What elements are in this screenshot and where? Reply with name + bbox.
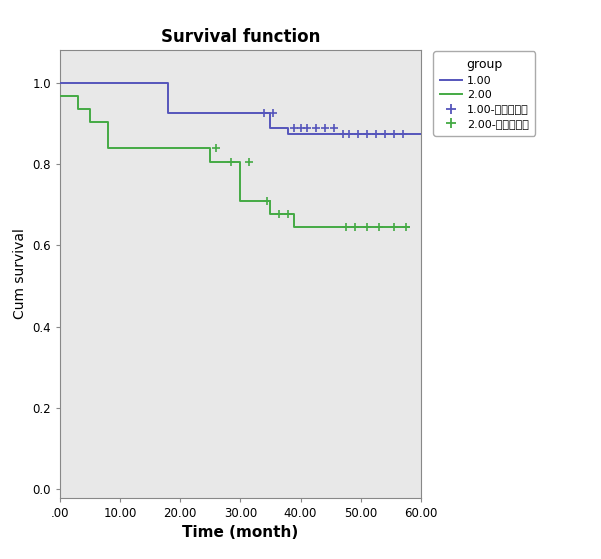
Point (302, 124, 311, 132)
Point (263, 196, 272, 205)
X-axis label: Time (month): Time (month) (182, 525, 299, 540)
Point (389, 129, 398, 138)
Point (374, 222, 383, 231)
Point (227, 157, 236, 166)
Point (269, 108, 278, 117)
Point (362, 222, 371, 231)
Point (389, 222, 398, 231)
Point (320, 124, 329, 132)
Point (284, 210, 293, 219)
Point (260, 108, 269, 117)
Point (245, 157, 254, 166)
Point (398, 129, 407, 138)
Point (311, 124, 320, 132)
Point (401, 222, 410, 231)
Legend: 1.00, 2.00, 1.00-중도절단됨, 2.00-중도절단됨: 1.00, 2.00, 1.00-중도절단됨, 2.00-중도절단됨 (433, 51, 535, 135)
Point (362, 129, 371, 138)
Point (290, 124, 299, 132)
Point (344, 129, 353, 138)
Point (353, 129, 362, 138)
Point (380, 129, 389, 138)
Point (296, 124, 305, 132)
Title: Survival function: Survival function (160, 28, 320, 46)
Point (338, 129, 347, 138)
Point (341, 222, 350, 231)
Point (329, 124, 338, 132)
Point (371, 129, 380, 138)
Y-axis label: Cum survival: Cum survival (13, 229, 27, 319)
Point (212, 144, 221, 153)
Point (275, 210, 284, 219)
Point (350, 222, 359, 231)
